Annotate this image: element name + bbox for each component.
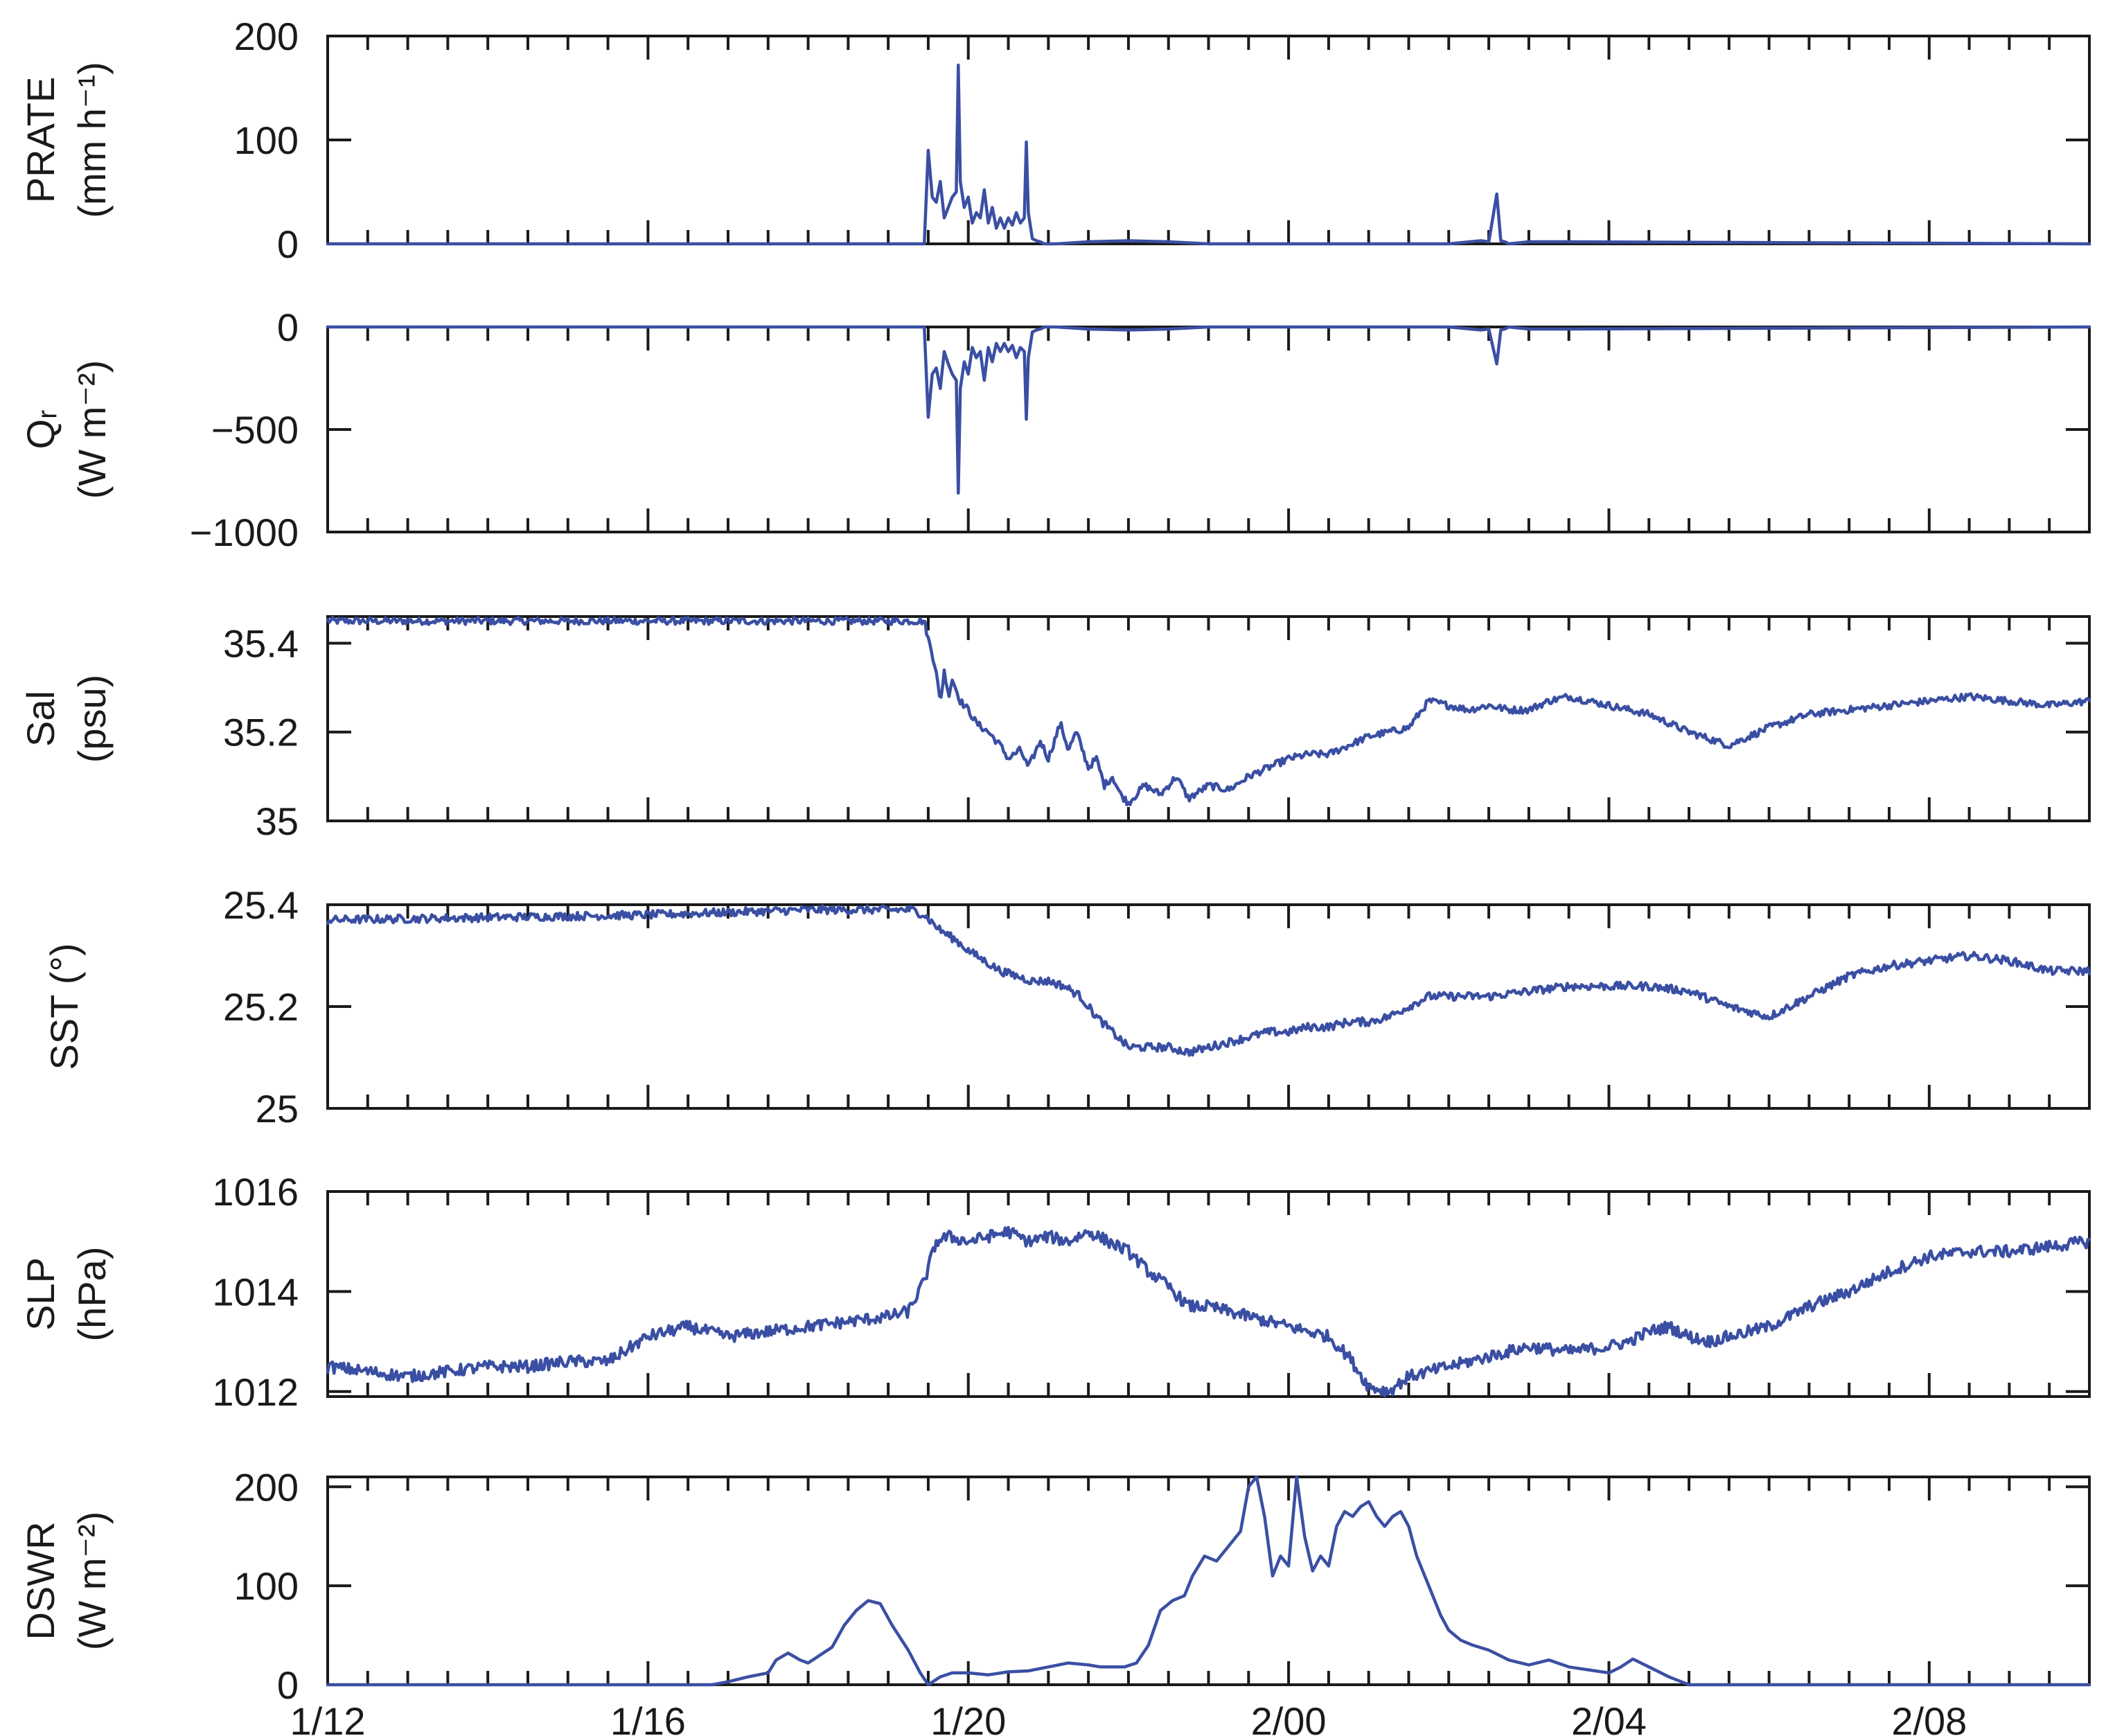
x-tick-label: 2/00	[1251, 1699, 1327, 1736]
y-tick-label-sal: 35.2	[223, 711, 299, 754]
y-axis-unit-dswr: (W m⁻²)	[70, 1512, 114, 1651]
series-line-dswr	[326, 1475, 2091, 1687]
panel-dswr: 0 100 200 DSWR (W m⁻²)	[19, 1465, 2091, 1707]
x-tick-label: 1/20	[930, 1699, 1006, 1736]
series-line-sst	[326, 904, 2091, 1057]
y-axis-unit-prate: (mm h⁻¹)	[70, 62, 114, 218]
series-line-prate	[326, 63, 2091, 246]
x-tick-label: 1/12	[290, 1699, 366, 1736]
series-line-sal	[326, 616, 2091, 806]
y-axis-unit-sal: (psu)	[70, 675, 114, 763]
shared-x-axis: 1/12 1/16 1/20 2/00 2/04 2/08	[290, 1699, 1967, 1736]
y-tick-label-qr: −1000	[190, 511, 299, 554]
y-axis-label-dswr: DSWR	[19, 1521, 62, 1640]
y-tick-label-sst: 25	[256, 1087, 299, 1131]
y-tick-label-qr: −500	[211, 408, 299, 452]
panel-sst: 25 25.2 25.4 SST (°)	[42, 883, 2091, 1131]
y-tick-label-slp: 1016	[212, 1170, 299, 1214]
y-tick-label-dswr: 0	[277, 1663, 299, 1707]
y-axis-unit-slp: (hPa)	[70, 1247, 114, 1342]
y-tick-label-sst: 25.4	[223, 883, 299, 927]
panel-qr: −1000 −500 0 Qᵣ (W m⁻²)	[19, 305, 2091, 554]
y-axis-unit-qr: (W m⁻²)	[70, 360, 114, 499]
panel-frame-sst	[326, 903, 2091, 1110]
y-tick-label-sal: 35	[256, 799, 299, 843]
panel-sal: 35 35.2 35.4 Sal (psu)	[19, 615, 2091, 843]
series-line-slp	[326, 1225, 2091, 1398]
y-axis-label-sst: SST (°)	[42, 943, 86, 1070]
y-tick-label-sst: 25.2	[223, 985, 299, 1029]
x-tick-label: 1/16	[610, 1699, 686, 1736]
panel-frame-prate	[326, 35, 2091, 245]
y-tick-label-sal: 35.4	[223, 621, 299, 665]
y-tick-label-prate: 0	[277, 222, 299, 266]
y-tick-label-prate: 100	[234, 118, 299, 162]
x-tick-label: 2/08	[1891, 1699, 1967, 1736]
y-tick-label-dswr: 200	[234, 1465, 299, 1509]
y-axis-label-qr: Qᵣ	[19, 410, 62, 450]
y-axis-label-prate: PRATE	[19, 77, 62, 204]
panel-frame-dswr	[326, 1476, 2091, 1686]
y-tick-label-slp: 1012	[212, 1370, 299, 1414]
panel-slp: 1012 1014 1016 SLP (hPa)	[19, 1170, 2091, 1414]
y-axis-label-slp: SLP	[19, 1257, 62, 1331]
series-line-qr	[326, 325, 2091, 495]
y-axis-label-sal: Sal	[19, 691, 62, 747]
x-tick-label: 2/04	[1571, 1699, 1647, 1736]
panel-frame-qr	[326, 326, 2091, 533]
y-tick-label-qr: 0	[277, 305, 299, 349]
panel-frame-sal	[326, 615, 2091, 822]
y-tick-label-prate: 200	[234, 15, 299, 58]
panel-prate: 0 100 200 PRATE (mm h⁻¹)	[19, 15, 2091, 266]
y-tick-label-dswr: 100	[234, 1564, 299, 1608]
y-tick-label-slp: 1014	[212, 1270, 299, 1313]
